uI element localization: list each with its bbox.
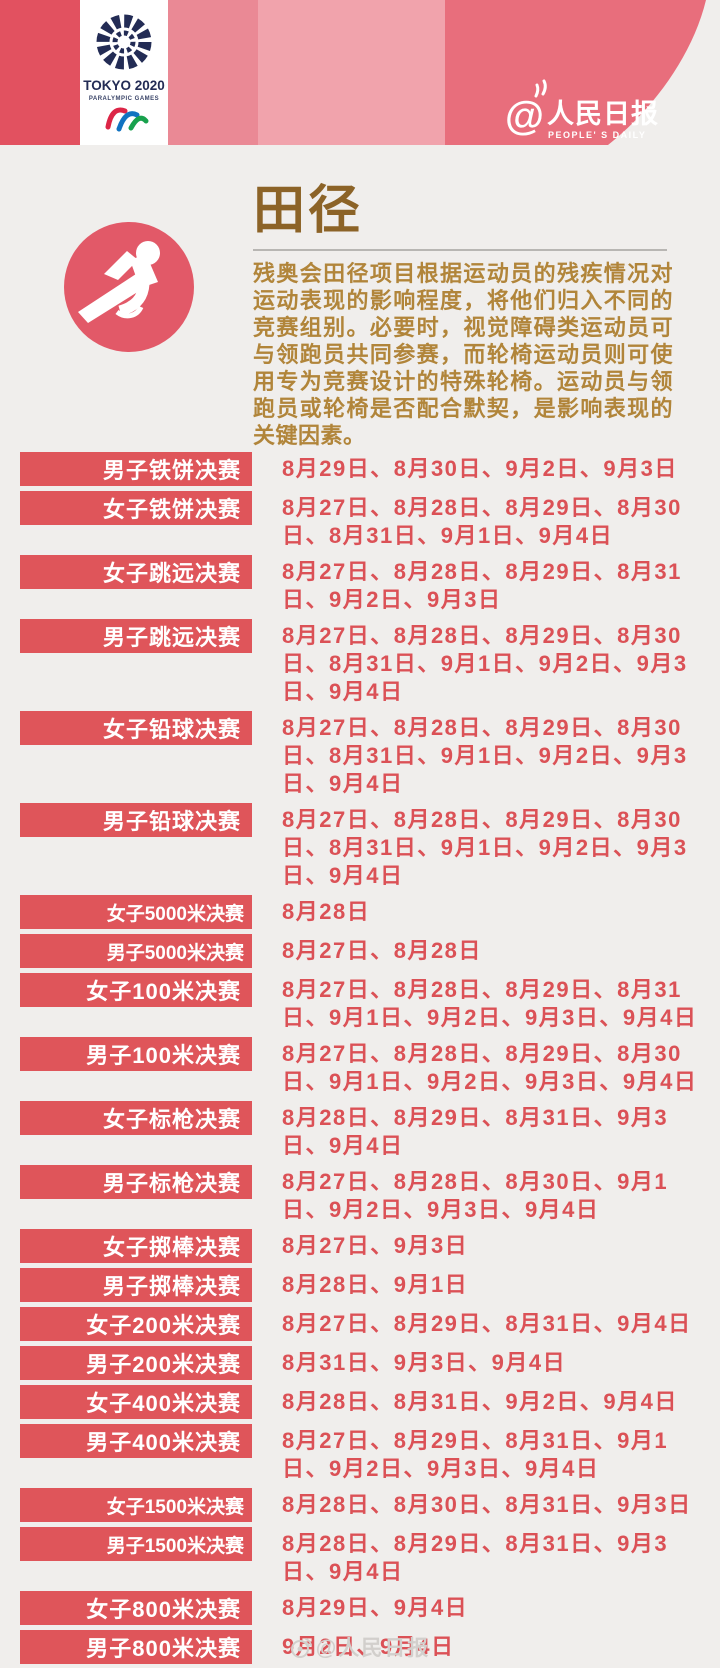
watermark: @人民日报 <box>0 1632 720 1662</box>
event-label: 女子标枪决赛 <box>20 1101 252 1135</box>
tokyo2020-logo: TOKYO 2020 PARALYMPIC GAMES <box>80 0 168 145</box>
schedule-row: 女子铁饼决赛 8月27日、8月28日、8月29日、8月30日、8月31日、9月1… <box>20 491 720 550</box>
peoples-daily-sub: PEOPLE' S DAILY <box>548 130 646 140</box>
event-dates: 8月27日、8月28日、8月29日、8月30日、8月31日、9月1日、9月4日 <box>282 495 682 548</box>
header-band-pink2 <box>258 0 445 145</box>
event-label: 男子200米决赛 <box>20 1346 252 1380</box>
schedule-row: 男子100米决赛 8月27日、8月28日、8月29日、8月30日、9月1日、9月… <box>20 1037 720 1096</box>
event-label: 男子100米决赛 <box>20 1037 252 1071</box>
intro-description: 残奥会田径项目根据运动员的残疾情况对运动表现的影响程度，将他们归入不同的竞赛组别… <box>253 261 673 448</box>
header-band-pink1 <box>168 0 258 145</box>
event-dates: 8月27日、8月28日、8月29日、8月30日、9月1日、9月2日、9月3日、9… <box>282 1041 698 1094</box>
peoples-daily-name: 人民日报 <box>547 99 659 129</box>
schedule-row: 男子标枪决赛 8月27日、8月28日、8月30日、9月1日、9月2日、9月3日、… <box>20 1165 720 1224</box>
header-banner: TOKYO 2020 PARALYMPIC GAMES @ 人民日报 PEOPL… <box>0 0 720 145</box>
schedule-row: 男子200米决赛 8月31日、9月3日、9月4日 <box>20 1346 720 1380</box>
header-band-red <box>0 0 80 145</box>
page-title: 田径 <box>253 182 364 240</box>
event-dates: 8月27日、8月28日、8月29日、8月30日、8月31日、9月1日、9月2日、… <box>282 623 688 704</box>
event-label: 男子铁饼决赛 <box>20 452 252 486</box>
event-label: 女子铁饼决赛 <box>20 491 252 525</box>
schedule-row: 男子跳远决赛 8月27日、8月28日、8月29日、8月30日、8月31日、9月1… <box>20 619 720 706</box>
peoples-daily-at-icon: @ <box>505 94 544 138</box>
tokyo2020-emblem-icon <box>96 14 152 70</box>
schedule-row: 女子400米决赛 8月28日、8月31日、9月2日、9月4日 <box>20 1385 720 1419</box>
event-dates: 8月29日、8月30日、9月2日、9月3日 <box>282 456 678 481</box>
header-curve <box>608 0 720 145</box>
event-dates: 8月27日、8月28日、8月29日、8月31日、9月2日、9月3日 <box>282 559 682 612</box>
event-dates: 8月29日、9月4日 <box>282 1595 469 1620</box>
event-dates: 8月27日、8月28日、8月29日、8月30日、8月31日、9月1日、9月2日、… <box>282 807 688 888</box>
schedule-row: 男子铁饼决赛 8月29日、8月30日、9月2日、9月3日 <box>20 452 720 486</box>
schedule-row: 男子铅球决赛 8月27日、8月28日、8月29日、8月30日、8月31日、9月1… <box>20 803 720 890</box>
event-dates: 8月27日、8月29日、8月31日、9月4日 <box>282 1311 692 1336</box>
event-label: 男子跳远决赛 <box>20 619 252 653</box>
paralympic-agitos-icon <box>105 107 149 132</box>
event-dates: 8月27日、8月28日 <box>282 938 482 963</box>
event-dates: 8月31日、9月3日、9月4日 <box>282 1350 567 1375</box>
weibo-watermark-icon <box>290 1638 312 1658</box>
event-label: 女子铅球决赛 <box>20 711 252 745</box>
schedule-row: 女子800米决赛 8月29日、9月4日 <box>20 1591 720 1625</box>
event-label: 男子标枪决赛 <box>20 1165 252 1199</box>
event-label: 女子1500米决赛 <box>20 1488 252 1522</box>
schedule-row: 女子200米决赛 8月27日、8月29日、8月31日、9月4日 <box>20 1307 720 1341</box>
schedule-row: 女子标枪决赛 8月28日、8月29日、8月31日、9月3日、9月4日 <box>20 1101 720 1160</box>
event-label: 男子400米决赛 <box>20 1424 252 1458</box>
event-dates: 8月28日、8月30日、8月31日、9月3日 <box>282 1492 692 1517</box>
event-dates: 8月27日、8月29日、8月31日、9月1日、9月2日、9月3日、9月4日 <box>282 1428 669 1481</box>
event-label: 女子掷棒决赛 <box>20 1229 252 1263</box>
peoples-daily-quill-icon <box>534 79 547 98</box>
schedule-row: 女子100米决赛 8月27日、8月28日、8月29日、8月31日、9月1日、9月… <box>20 973 720 1032</box>
schedule-list: 男子铁饼决赛 8月29日、8月30日、9月2日、9月3日 女子铁饼决赛 8月27… <box>0 452 720 1668</box>
event-dates: 8月27日、8月28日、8月29日、8月31日、9月1日、9月2日、9月3日、9… <box>282 977 698 1030</box>
event-dates: 8月28日、8月29日、8月31日、9月3日、9月4日 <box>282 1531 669 1584</box>
intro-section: 田径 残奥会田径项目根据运动员的残疾情况对运动表现的影响程度，将他们归入不同的竞… <box>253 182 673 449</box>
schedule-row: 女子铅球决赛 8月27日、8月28日、8月29日、8月30日、8月31日、9月1… <box>20 711 720 798</box>
event-dates: 8月28日、9月1日 <box>282 1272 469 1297</box>
title-divider <box>253 249 667 251</box>
schedule-row: 男子1500米决赛 8月28日、8月29日、8月31日、9月3日、9月4日 <box>20 1527 720 1586</box>
event-dates: 8月27日、8月28日、8月29日、8月30日、8月31日、9月1日、9月2日、… <box>282 715 688 796</box>
schedule-row: 女子跳远决赛 8月27日、8月28日、8月29日、8月31日、9月2日、9月3日 <box>20 555 720 614</box>
peoples-daily-logo: @ 人民日报 PEOPLE' S DAILY <box>505 79 659 140</box>
schedule-row: 女子掷棒决赛 8月27日、9月3日 <box>20 1229 720 1263</box>
schedule-row: 男子掷棒决赛 8月28日、9月1日 <box>20 1268 720 1302</box>
event-label: 女子5000米决赛 <box>20 895 252 929</box>
schedule-row: 女子5000米决赛 8月28日 <box>20 895 720 929</box>
event-dates: 9月2日、9月4日 <box>282 1634 455 1659</box>
tokyo2020-wordmark: TOKYO 2020 <box>83 78 165 93</box>
event-label: 男子铅球决赛 <box>20 803 252 837</box>
event-label: 女子跳远决赛 <box>20 555 252 589</box>
watermark-text: @人民日报 <box>315 1637 431 1660</box>
schedule-row: 男子5000米决赛 8月27日、8月28日 <box>20 934 720 968</box>
event-label: 女子400米决赛 <box>20 1385 252 1419</box>
event-label: 女子800米决赛 <box>20 1591 252 1625</box>
event-label: 女子200米决赛 <box>20 1307 252 1341</box>
athletics-runner-icon <box>64 222 194 352</box>
event-dates: 8月27日、8月28日、8月30日、9月1日、9月2日、9月3日、9月4日 <box>282 1169 669 1222</box>
event-label: 男子800米决赛 <box>20 1630 252 1664</box>
event-label: 男子掷棒决赛 <box>20 1268 252 1302</box>
paralympic-games-label: PARALYMPIC GAMES <box>89 96 159 102</box>
schedule-row: 男子800米决赛 9月2日、9月4日 <box>20 1630 720 1664</box>
event-dates: 8月28日 <box>282 899 371 924</box>
event-label: 男子1500米决赛 <box>20 1527 252 1561</box>
event-dates: 8月28日、8月31日、9月2日、9月4日 <box>282 1389 678 1414</box>
schedule-row: 男子400米决赛 8月27日、8月29日、8月31日、9月1日、9月2日、9月3… <box>20 1424 720 1483</box>
event-dates: 8月27日、9月3日 <box>282 1233 469 1258</box>
event-label: 男子5000米决赛 <box>20 934 252 968</box>
event-dates: 8月28日、8月29日、8月31日、9月3日、9月4日 <box>282 1105 669 1158</box>
event-label: 女子100米决赛 <box>20 973 252 1007</box>
schedule-row: 女子1500米决赛 8月28日、8月30日、8月31日、9月3日 <box>20 1488 720 1522</box>
